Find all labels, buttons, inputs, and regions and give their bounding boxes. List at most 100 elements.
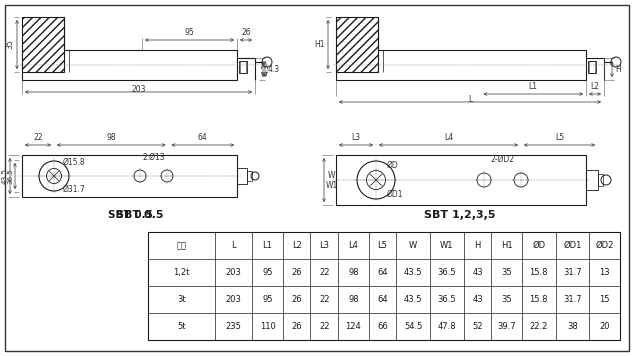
Text: 26: 26 (241, 28, 251, 37)
Text: 15: 15 (599, 295, 610, 304)
Text: 203: 203 (226, 295, 242, 304)
Text: L: L (231, 241, 236, 250)
Text: H1: H1 (501, 241, 512, 250)
Text: 43: 43 (472, 268, 483, 277)
Text: 36.5: 36.5 (437, 295, 456, 304)
Text: 22.2: 22.2 (529, 322, 548, 331)
Text: 22: 22 (33, 133, 42, 142)
Text: 35: 35 (501, 295, 512, 304)
Text: 4.3: 4.3 (262, 63, 271, 75)
Text: 66: 66 (377, 322, 388, 331)
Text: L2: L2 (590, 82, 600, 91)
Text: L: L (468, 95, 472, 104)
Bar (239, 61, 247, 73)
Text: 95: 95 (262, 268, 273, 277)
Text: 98: 98 (348, 268, 359, 277)
Text: 15.8: 15.8 (529, 268, 548, 277)
Text: Ø31.7: Ø31.7 (63, 185, 86, 194)
Text: 52: 52 (472, 322, 482, 331)
Text: 64: 64 (377, 268, 388, 277)
Text: 47.8: 47.8 (437, 322, 456, 331)
Bar (22, 17, 64, 72)
Text: 26: 26 (292, 295, 302, 304)
Bar (247, 171, 252, 181)
Text: 26: 26 (292, 268, 302, 277)
Text: SBT 0.5: SBT 0.5 (116, 210, 164, 220)
Text: 43.5: 43.5 (404, 295, 422, 304)
Text: 4.3: 4.3 (268, 64, 280, 73)
Text: Ø15.8: Ø15.8 (63, 158, 86, 167)
Text: W1: W1 (440, 241, 453, 250)
Text: 22: 22 (319, 322, 330, 331)
Text: W: W (328, 171, 336, 179)
Text: L5: L5 (555, 133, 564, 142)
Text: 110: 110 (260, 322, 275, 331)
Text: 35: 35 (5, 40, 14, 49)
Bar (586, 170, 598, 190)
Text: 1,2t: 1,2t (174, 268, 190, 277)
Text: 235: 235 (226, 322, 242, 331)
Text: 64: 64 (198, 133, 207, 142)
Bar (598, 174, 603, 186)
Text: W: W (409, 241, 417, 250)
Text: 43: 43 (472, 295, 483, 304)
Text: 54.5: 54.5 (404, 322, 422, 331)
Text: 2.Ø13: 2.Ø13 (142, 153, 165, 162)
Text: 13: 13 (599, 268, 610, 277)
Text: L1: L1 (529, 82, 538, 91)
Text: 31.7: 31.7 (563, 268, 582, 277)
Text: 22: 22 (319, 268, 330, 277)
Text: 43.5: 43.5 (2, 168, 8, 184)
Text: 26: 26 (292, 322, 302, 331)
Text: ØD: ØD (387, 161, 399, 170)
Bar (148, 232, 620, 340)
Text: L4: L4 (349, 241, 358, 250)
Text: L4: L4 (444, 133, 453, 142)
Text: 98: 98 (348, 295, 359, 304)
Text: L1: L1 (262, 241, 273, 250)
Text: 38: 38 (567, 322, 578, 331)
Text: W1: W1 (326, 180, 338, 189)
Bar (240, 61, 246, 73)
Bar (336, 17, 378, 72)
Text: ØD2: ØD2 (595, 241, 614, 250)
Bar (588, 61, 596, 73)
Text: 95: 95 (262, 295, 273, 304)
Text: 15.8: 15.8 (529, 295, 548, 304)
Text: 36.5: 36.5 (437, 268, 456, 277)
Text: 35: 35 (501, 268, 512, 277)
Text: 36.5: 36.5 (7, 168, 13, 184)
Text: 容量: 容量 (177, 241, 187, 250)
Text: ØD1: ØD1 (563, 241, 581, 250)
Text: 31.7: 31.7 (563, 295, 582, 304)
Bar (22, 155, 237, 197)
Text: H1: H1 (314, 40, 325, 49)
Text: 20: 20 (599, 322, 610, 331)
Text: H: H (474, 241, 481, 250)
Text: ØD1: ØD1 (387, 190, 403, 199)
Text: ØD: ØD (532, 241, 545, 250)
Text: 5t: 5t (178, 322, 186, 331)
Text: L2: L2 (292, 241, 302, 250)
Text: 95: 95 (184, 28, 195, 37)
Bar (589, 61, 595, 73)
Text: L5: L5 (377, 241, 387, 250)
Bar (22, 50, 237, 80)
Text: 43.5: 43.5 (404, 268, 422, 277)
Text: 64: 64 (377, 295, 388, 304)
Text: 22: 22 (319, 295, 330, 304)
Text: 124: 124 (346, 322, 361, 331)
Bar (237, 168, 247, 184)
Text: 3t: 3t (178, 295, 186, 304)
Text: SBT 1,2,3,5: SBT 1,2,3,5 (424, 210, 496, 220)
Text: 203: 203 (131, 85, 146, 94)
Bar (336, 50, 586, 80)
Text: 98: 98 (107, 133, 116, 142)
Text: L3: L3 (320, 241, 329, 250)
Bar (336, 155, 586, 205)
Text: 39.7: 39.7 (497, 322, 516, 331)
Text: SBT 0.5: SBT 0.5 (108, 210, 152, 220)
Text: 2-ØD2: 2-ØD2 (491, 155, 515, 164)
Text: L3: L3 (351, 133, 361, 142)
Text: H: H (615, 64, 621, 73)
